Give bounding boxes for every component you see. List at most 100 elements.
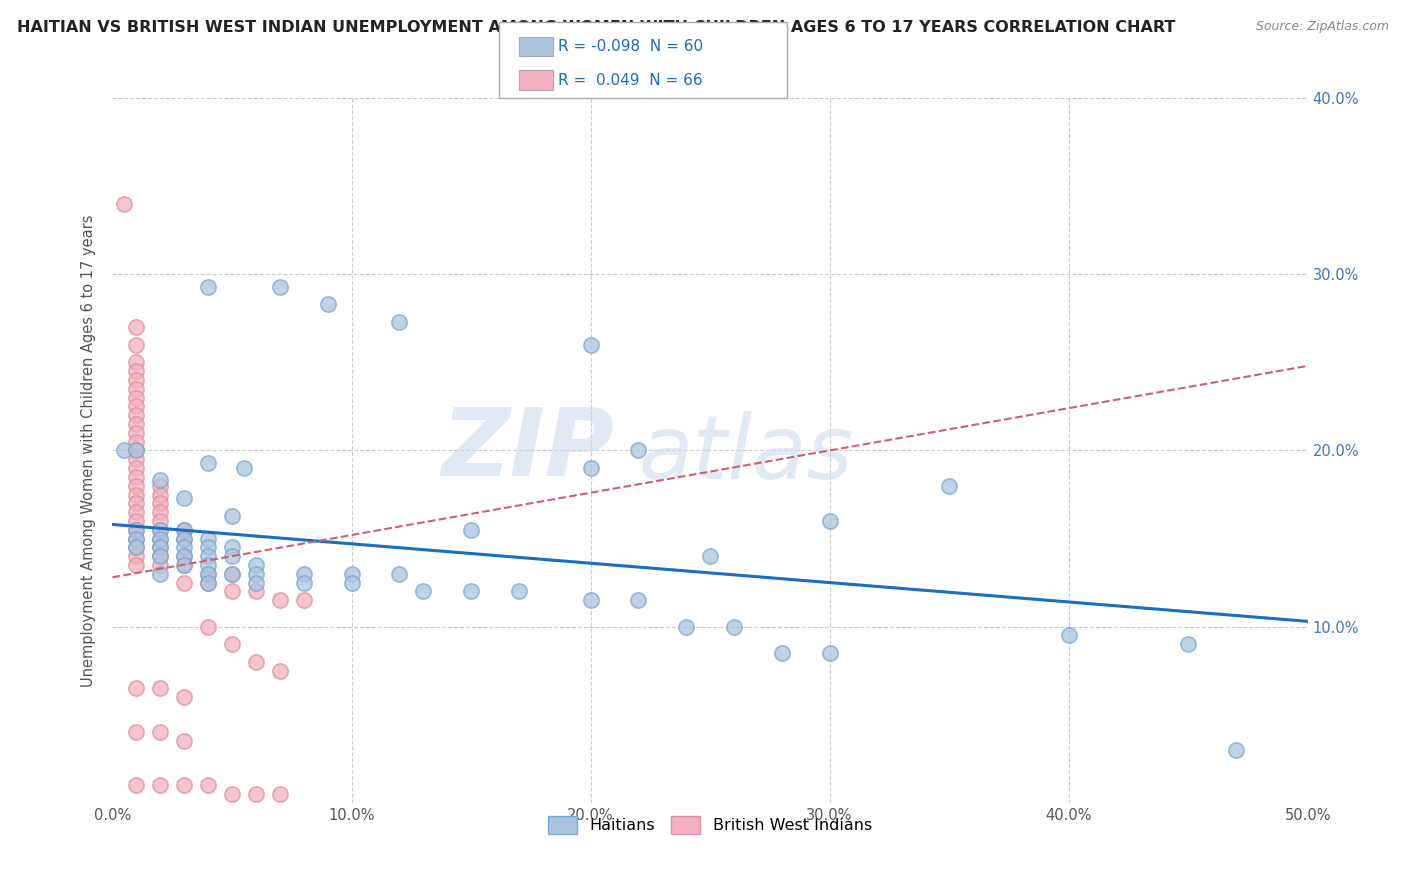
- Point: [292, 566, 315, 581]
- Point: [149, 532, 172, 546]
- Point: [173, 558, 195, 572]
- Point: [125, 541, 148, 555]
- Point: [269, 664, 291, 678]
- Point: [508, 584, 530, 599]
- Point: [221, 566, 243, 581]
- Point: [1177, 637, 1199, 651]
- Point: [340, 566, 363, 581]
- Point: [269, 787, 291, 801]
- Point: [197, 456, 219, 470]
- Text: ZIP: ZIP: [441, 404, 614, 497]
- Point: [149, 523, 172, 537]
- Point: [149, 778, 172, 792]
- Point: [173, 778, 195, 792]
- Point: [173, 558, 195, 572]
- Legend: Haitians, British West Indians: Haitians, British West Indians: [541, 809, 879, 840]
- Point: [221, 549, 243, 564]
- Point: [125, 443, 148, 458]
- Point: [149, 558, 172, 572]
- Point: [221, 508, 243, 523]
- Point: [173, 532, 195, 546]
- Point: [149, 541, 172, 555]
- Point: [1057, 628, 1080, 642]
- Point: [197, 532, 219, 546]
- Point: [125, 523, 148, 537]
- Point: [125, 320, 148, 334]
- Point: [173, 523, 195, 537]
- Point: [149, 549, 172, 564]
- Point: [125, 355, 148, 369]
- Point: [173, 575, 195, 590]
- Point: [938, 478, 960, 492]
- Point: [149, 514, 172, 528]
- Point: [221, 787, 243, 801]
- Point: [292, 593, 315, 607]
- Point: [221, 584, 243, 599]
- Text: atlas: atlas: [638, 411, 853, 497]
- Point: [125, 417, 148, 431]
- Point: [149, 474, 172, 488]
- Point: [245, 655, 267, 669]
- Point: [173, 690, 195, 705]
- Point: [149, 681, 172, 696]
- Point: [245, 566, 267, 581]
- Point: [125, 382, 148, 396]
- Point: [818, 646, 841, 660]
- Point: [269, 279, 291, 293]
- Point: [316, 297, 339, 311]
- Point: [197, 778, 219, 792]
- Point: [125, 408, 148, 422]
- Point: [818, 514, 841, 528]
- Point: [197, 566, 219, 581]
- Point: [173, 491, 195, 505]
- Point: [125, 425, 148, 440]
- Point: [125, 505, 148, 519]
- Point: [173, 549, 195, 564]
- Point: [245, 584, 267, 599]
- Point: [173, 523, 195, 537]
- Point: [173, 532, 195, 546]
- Point: [245, 575, 267, 590]
- Point: [269, 593, 291, 607]
- Point: [221, 541, 243, 555]
- Point: [388, 566, 411, 581]
- Point: [125, 461, 148, 475]
- Point: [125, 470, 148, 484]
- Point: [125, 778, 148, 792]
- Point: [221, 566, 243, 581]
- Point: [149, 496, 172, 510]
- Point: [388, 315, 411, 329]
- Point: [627, 443, 650, 458]
- Point: [292, 575, 315, 590]
- Point: [125, 452, 148, 467]
- Point: [149, 532, 172, 546]
- Point: [125, 558, 148, 572]
- Point: [149, 541, 172, 555]
- Point: [125, 391, 148, 405]
- Point: [173, 734, 195, 748]
- Point: [197, 549, 219, 564]
- Point: [125, 373, 148, 387]
- Point: [114, 443, 135, 458]
- Point: [125, 541, 148, 555]
- Point: [579, 593, 602, 607]
- Point: [460, 584, 482, 599]
- Point: [197, 619, 219, 633]
- Point: [675, 619, 697, 633]
- Text: Source: ZipAtlas.com: Source: ZipAtlas.com: [1256, 20, 1389, 33]
- Point: [149, 478, 172, 492]
- Point: [125, 549, 148, 564]
- Point: [125, 337, 148, 351]
- Text: R =  0.049  N = 66: R = 0.049 N = 66: [558, 73, 703, 87]
- Point: [233, 461, 256, 475]
- Point: [149, 487, 172, 501]
- Point: [197, 541, 219, 555]
- Point: [245, 787, 267, 801]
- Point: [149, 549, 172, 564]
- Point: [627, 593, 650, 607]
- Point: [149, 505, 172, 519]
- Text: HAITIAN VS BRITISH WEST INDIAN UNEMPLOYMENT AMONG WOMEN WITH CHILDREN AGES 6 TO : HAITIAN VS BRITISH WEST INDIAN UNEMPLOYM…: [17, 20, 1175, 35]
- Point: [125, 514, 148, 528]
- Point: [125, 364, 148, 378]
- Point: [245, 558, 267, 572]
